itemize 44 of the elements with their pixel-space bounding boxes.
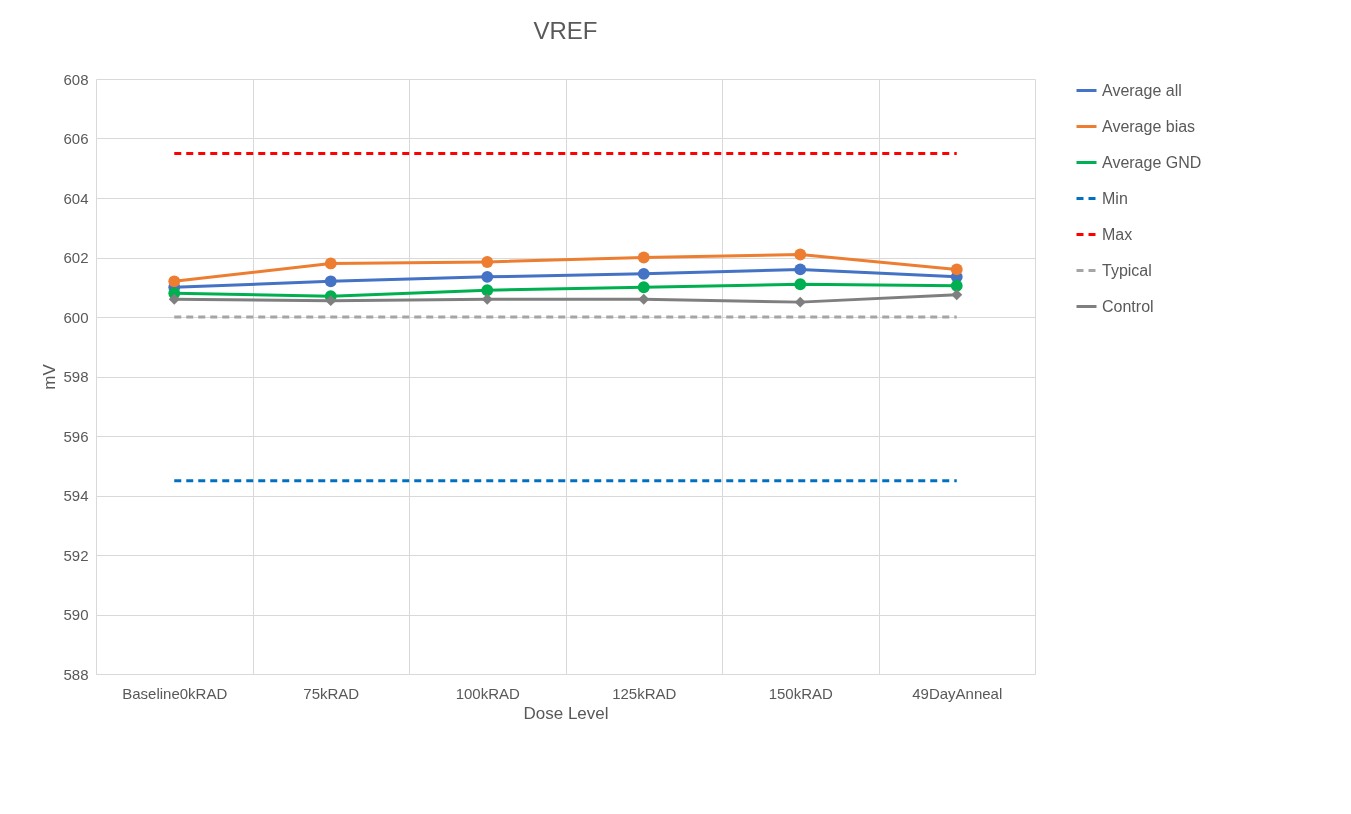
- y-tick-label: 602: [63, 249, 89, 266]
- legend-label: Min: [1102, 189, 1128, 207]
- y-tick-label: 606: [63, 130, 89, 147]
- x-tick-label: 75kRAD: [303, 684, 360, 702]
- y-tick-label: 596: [63, 427, 89, 445]
- y-tick-label: 604: [63, 189, 89, 207]
- x-tick-label: 49DayAnneal: [912, 684, 1003, 702]
- y-tick-label: 592: [63, 546, 89, 564]
- point: [951, 289, 963, 301]
- legend-label: Average GND: [1102, 153, 1202, 171]
- chart-title: VREF: [533, 17, 598, 44]
- point: [950, 263, 963, 276]
- point: [794, 278, 807, 291]
- point: [950, 279, 963, 292]
- y-tick-label: 608: [63, 70, 89, 88]
- point: [794, 263, 807, 276]
- point: [637, 281, 650, 294]
- point: [794, 296, 806, 308]
- point: [794, 248, 807, 261]
- point: [481, 270, 494, 283]
- y-tick-label: 600: [63, 308, 89, 326]
- point: [481, 256, 494, 268]
- y-tick-label: 590: [63, 606, 89, 623]
- point: [637, 251, 650, 264]
- x-tick-label: 125kRAD: [612, 684, 677, 702]
- y-tick-label: 594: [63, 487, 89, 504]
- point: [637, 267, 650, 280]
- legend-label: Max: [1102, 225, 1133, 243]
- y-tick-label: 598: [63, 368, 89, 385]
- x-tick-label: Baseline0kRAD: [122, 684, 228, 702]
- point: [324, 257, 337, 270]
- x-tick-label: 100kRAD: [455, 684, 521, 702]
- y-axis-title: mV: [40, 363, 60, 390]
- point: [324, 275, 337, 288]
- point: [168, 293, 180, 305]
- legend-label: Average all: [1102, 81, 1182, 99]
- x-tick-label: 150kRAD: [768, 684, 834, 702]
- legend-label: Typical: [1102, 261, 1152, 279]
- point: [481, 284, 494, 297]
- legend-label: Control: [1102, 297, 1154, 315]
- point: [168, 275, 181, 288]
- x-axis-title: Dose Level: [523, 703, 609, 723]
- y-tick-label: 588: [63, 665, 89, 683]
- legend-label: Average bias: [1102, 117, 1196, 135]
